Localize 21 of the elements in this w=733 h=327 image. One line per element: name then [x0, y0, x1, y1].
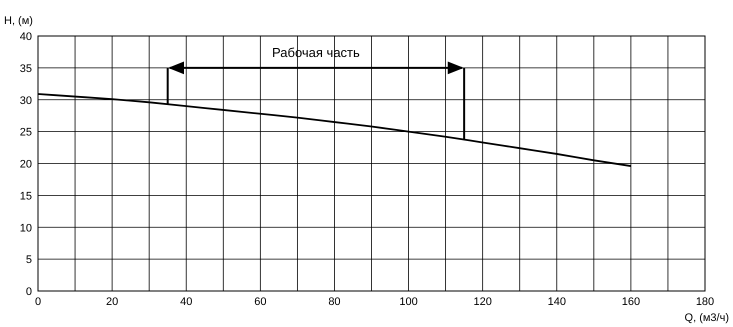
x-tick-label: 120 — [473, 296, 492, 308]
x-tick-label: 100 — [399, 296, 418, 308]
y-tick-label: 15 — [20, 190, 32, 202]
y-tick-label: 25 — [20, 126, 32, 139]
y-tick-label: 10 — [20, 222, 32, 234]
y-tick-label: 40 — [20, 31, 32, 43]
x-tick-label: 20 — [106, 296, 118, 308]
y-tick-label: 30 — [20, 94, 32, 107]
y-tick-label: 5 — [26, 254, 32, 266]
x-tick-label: 140 — [548, 296, 566, 308]
y-tick-label: 0 — [26, 286, 32, 298]
x-tick-label: 160 — [622, 296, 640, 308]
y-axis-title: H, (м) — [4, 15, 33, 27]
x-tick-label: 40 — [180, 296, 192, 308]
x-tick-label: 80 — [328, 296, 341, 308]
x-axis-title: Q, (м3/ч) — [684, 312, 729, 324]
y-tick-label: 20 — [20, 158, 32, 170]
x-tick-label: 0 — [34, 296, 42, 308]
x-tick-label: 180 — [696, 296, 714, 308]
x-tick-label: 60 — [254, 296, 266, 308]
y-tick-label: 35 — [20, 62, 32, 75]
